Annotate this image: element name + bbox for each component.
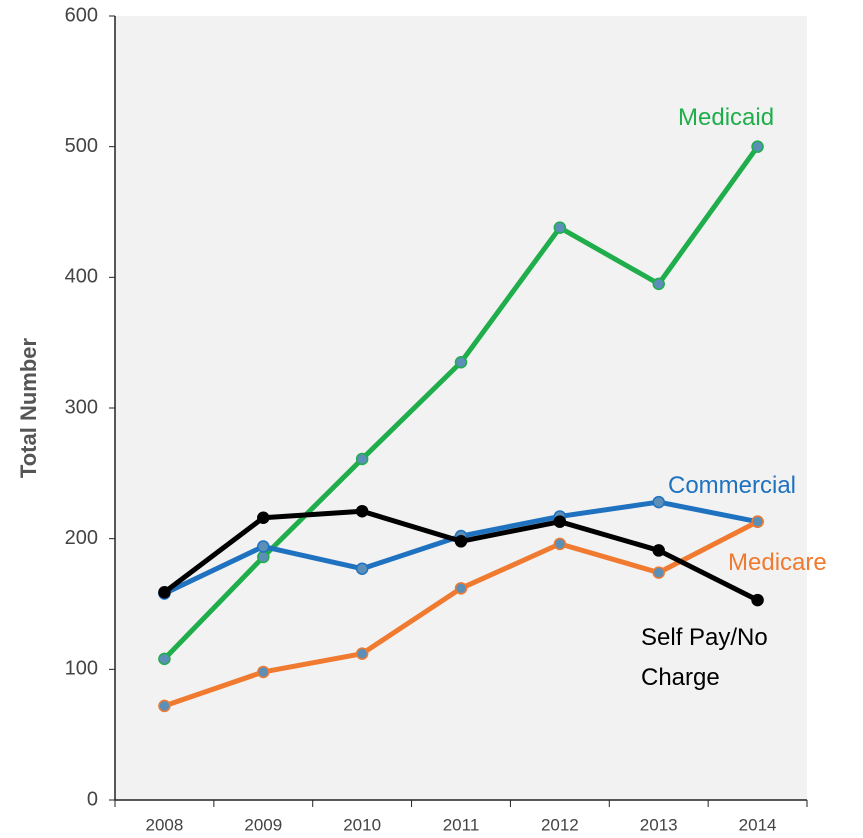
- data-point: [355, 647, 369, 660]
- data-point: [158, 652, 171, 666]
- data-point: [751, 140, 764, 153]
- plot-area: [115, 16, 807, 800]
- data-point: [553, 537, 567, 551]
- data-point: [257, 550, 270, 564]
- data-point: [355, 504, 369, 518]
- y-tick-label: 300: [65, 396, 98, 418]
- y-tick-label: 0: [87, 788, 98, 810]
- data-point: [257, 511, 270, 525]
- data-point: [355, 562, 369, 575]
- data-point: [652, 277, 665, 291]
- x-tick-label: 2008: [146, 815, 184, 834]
- data-point: [553, 221, 567, 234]
- y-axis-label: Total Number: [16, 337, 41, 478]
- data-point: [454, 356, 468, 369]
- data-point: [257, 540, 270, 553]
- series-label: Medicare: [728, 549, 827, 576]
- y-tick-label: 500: [65, 135, 98, 157]
- data-point: [652, 495, 665, 509]
- y-tick-label: 200: [65, 527, 98, 549]
- x-tick-label: 2012: [541, 815, 579, 834]
- x-tick-label: 2011: [443, 815, 480, 834]
- data-point: [454, 535, 468, 548]
- x-tick-label: 2013: [640, 815, 678, 834]
- series-label: Medicaid: [678, 104, 775, 131]
- data-point: [553, 515, 567, 528]
- x-tick-label: 2009: [244, 815, 282, 834]
- data-point: [257, 665, 270, 679]
- y-tick-label: 100: [65, 658, 98, 680]
- x-tick-label: 2010: [343, 815, 381, 834]
- y-tick-label: 400: [65, 266, 98, 288]
- y-tick-label: 600: [65, 4, 98, 26]
- data-point: [751, 593, 764, 607]
- x-tick-label: 2014: [739, 815, 777, 834]
- data-point: [652, 544, 665, 557]
- data-point: [751, 515, 764, 528]
- data-point: [454, 582, 468, 595]
- data-point: [652, 566, 665, 579]
- data-point: [158, 699, 171, 713]
- series-label: Self Pay/No Charge: [641, 624, 768, 691]
- data-point: [158, 585, 171, 599]
- data-point: [355, 452, 369, 466]
- series-label: Commercial: [668, 472, 797, 499]
